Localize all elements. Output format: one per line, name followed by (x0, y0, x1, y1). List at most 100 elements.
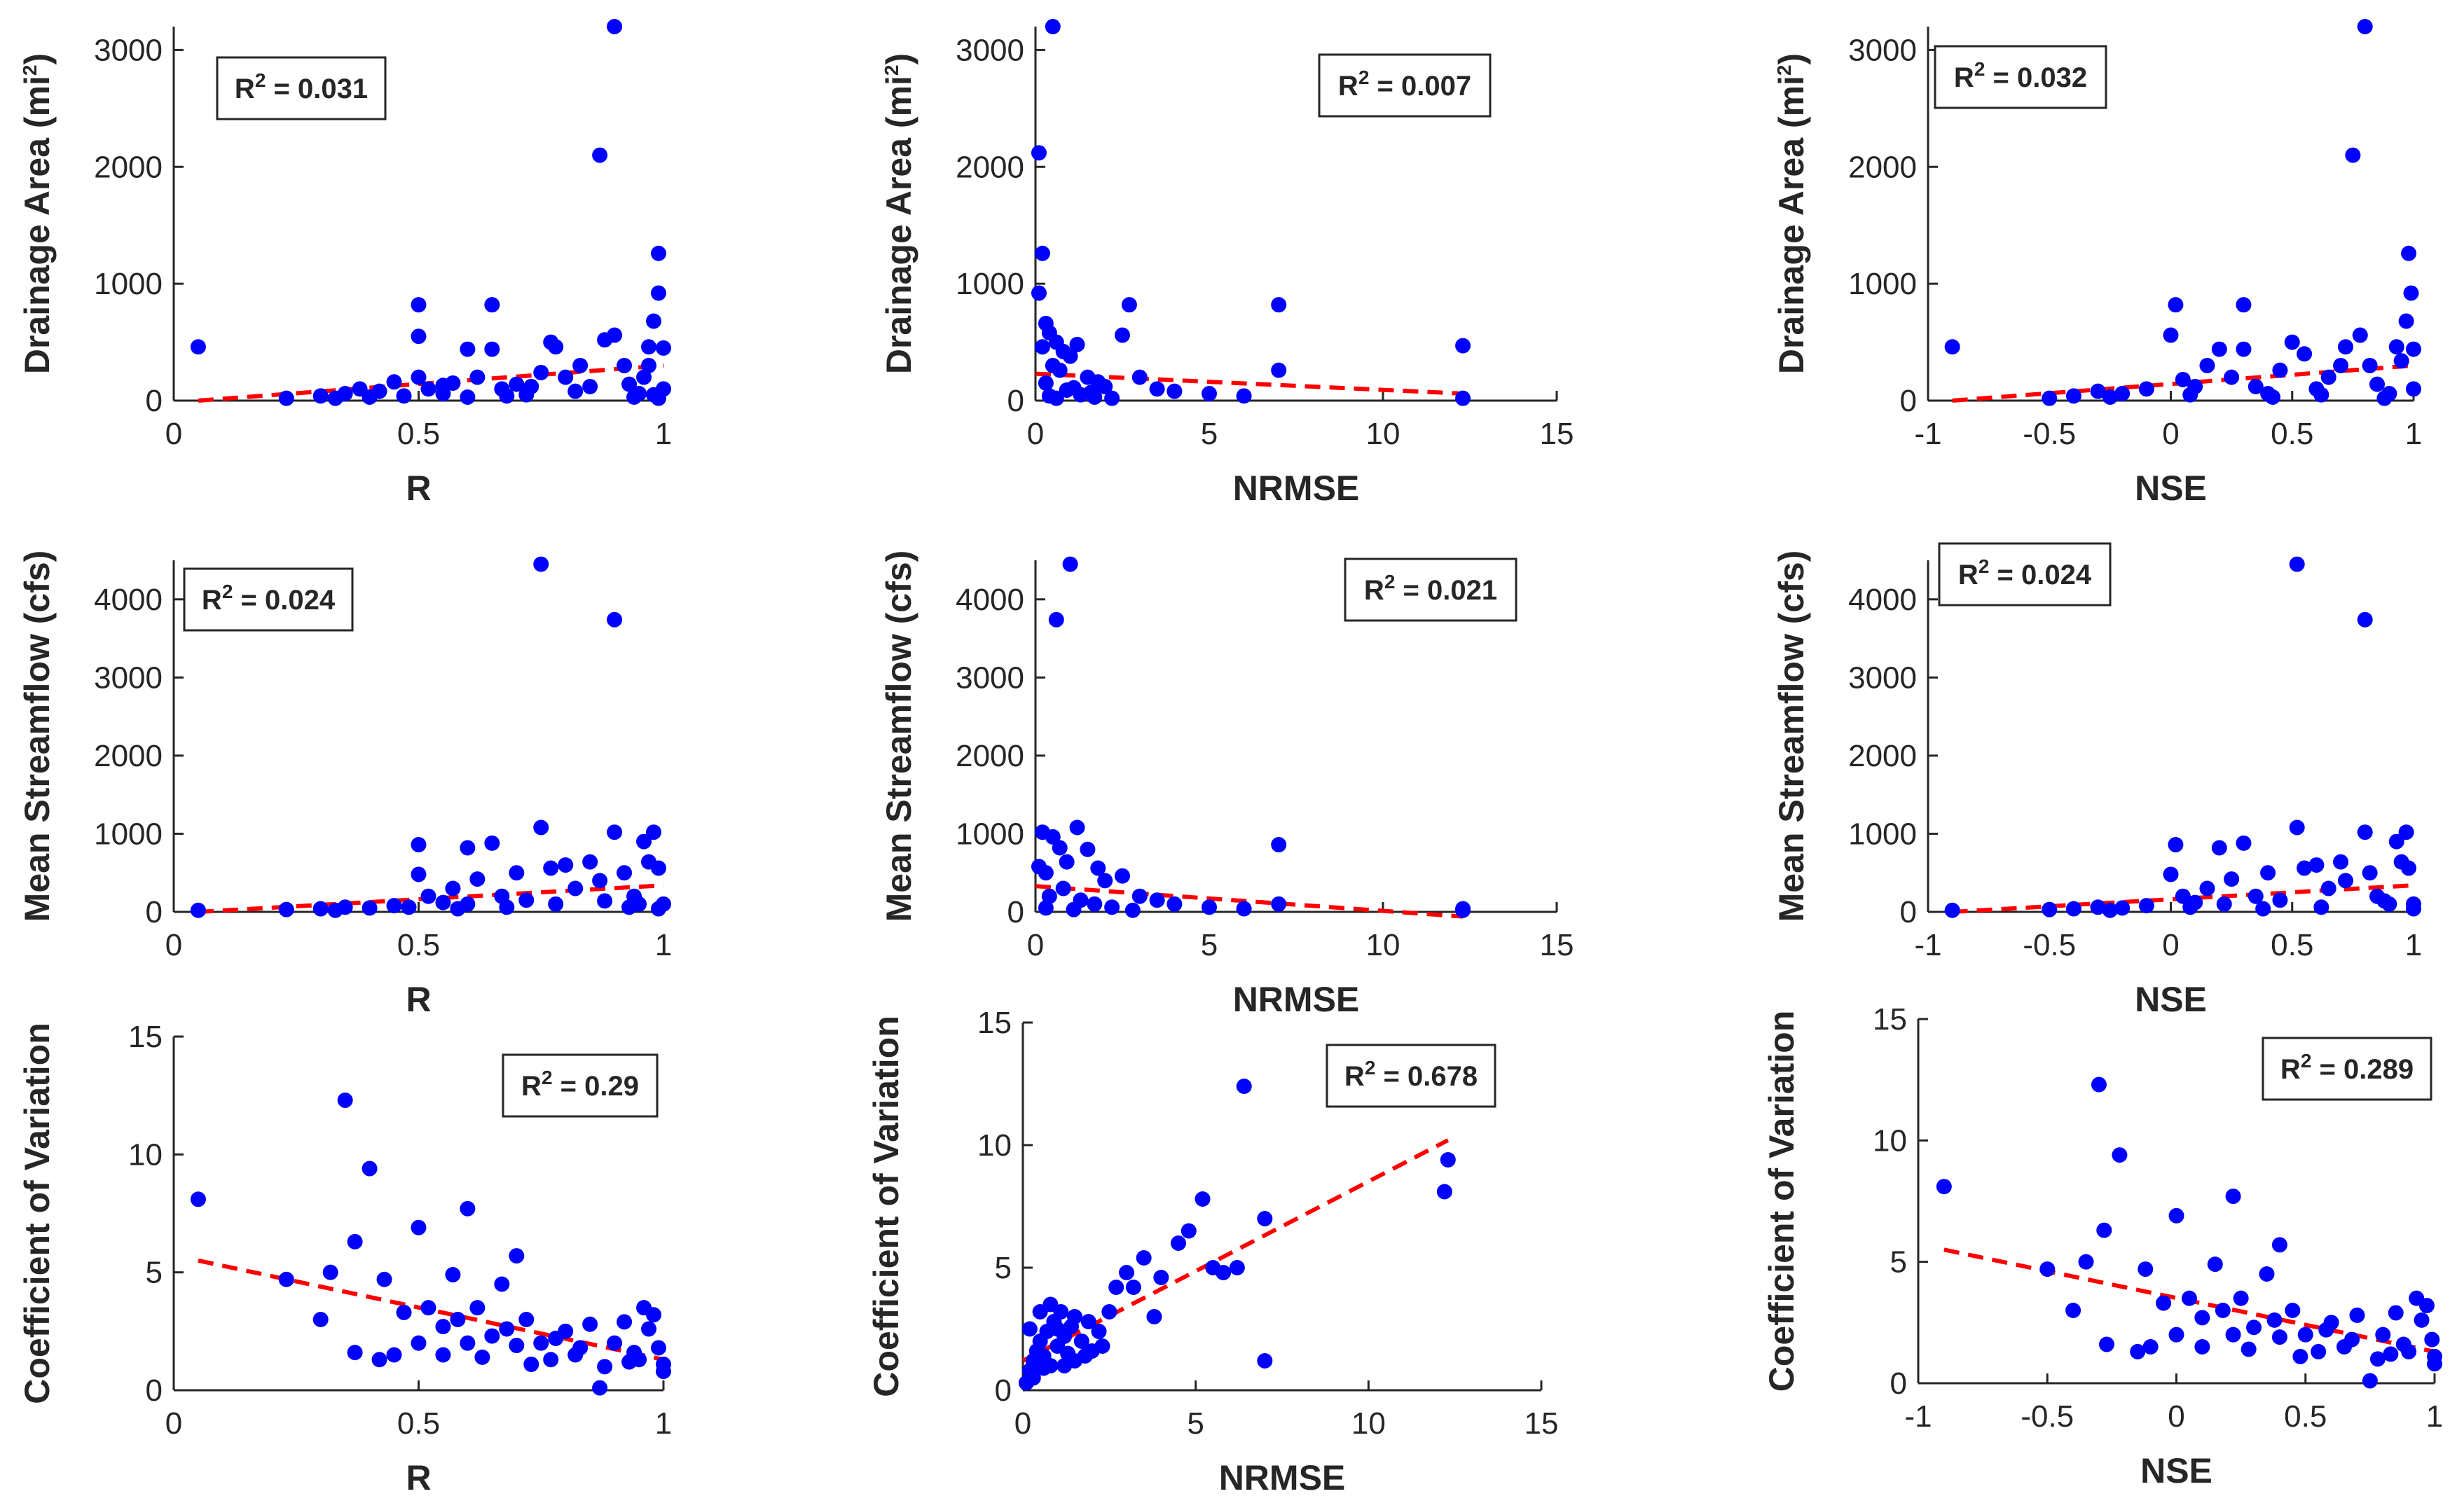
data-point (2376, 893, 2393, 909)
r2-label: R2 = 0.024 (1958, 555, 2092, 590)
data-point (435, 1319, 451, 1335)
y-tick-label: 15 (1873, 1002, 1907, 1037)
x-tick-label: 0.5 (397, 417, 440, 451)
x-tick-label: 15 (1540, 417, 1574, 451)
data-point (2138, 1261, 2154, 1277)
data-point (1166, 896, 1183, 912)
data-point (2194, 1310, 2210, 1326)
data-point (1073, 1334, 1089, 1349)
data-point (312, 1312, 329, 1327)
data-point (2308, 857, 2325, 873)
data-point (1136, 1250, 1152, 1266)
x-tick-label: 1 (655, 928, 672, 962)
data-point (2383, 1346, 2399, 1362)
r2-box (1934, 45, 2107, 109)
y-tick-label: 0 (146, 895, 163, 929)
data-point (1090, 860, 1106, 876)
data-point (2292, 1348, 2308, 1364)
y-tick-label: 2000 (956, 739, 1024, 773)
data-point (1125, 1280, 1141, 1295)
data-point (2224, 871, 2240, 887)
data-point (1119, 1265, 1134, 1280)
x-axis-label: NSE (2135, 469, 2207, 508)
data-point (572, 357, 589, 373)
data-point (2096, 1222, 2112, 1238)
data-point (2311, 1343, 2327, 1359)
data-point (1069, 336, 1085, 352)
data-point (1271, 837, 1287, 853)
data-point (312, 388, 329, 404)
data-point (2211, 840, 2227, 856)
data-point (1124, 902, 1141, 918)
y-tick-label: 1000 (94, 817, 163, 851)
data-point (411, 866, 427, 882)
data-point (2427, 1356, 2442, 1372)
y-axis-label: Drainage Area (mi2) (1772, 53, 1811, 374)
r2-box (1318, 53, 1492, 118)
data-point (2168, 297, 2184, 313)
data-point (411, 369, 427, 385)
data-point (2042, 390, 2058, 406)
data-point (1436, 1184, 1452, 1200)
y-axis-label: Coefficient of Variation (18, 1023, 57, 1404)
data-point (651, 245, 667, 261)
r2-box (183, 567, 354, 632)
data-point (312, 901, 329, 917)
subplot-4: 0 0.5 1 0 1000 2000 3000 4000 R Mean Streamflow (… (18, 550, 672, 1019)
data-point (1146, 1309, 1162, 1324)
x-tick-label: 1 (2426, 1399, 2443, 1434)
y-tick-label: 5 (146, 1256, 163, 1290)
data-point (636, 833, 652, 850)
data-point (327, 902, 343, 918)
data-point (582, 378, 598, 394)
r2-box (2262, 1037, 2432, 1101)
data-point (1202, 899, 1217, 915)
data-point (396, 388, 412, 404)
data-point (1115, 327, 1130, 343)
data-point (2357, 19, 2373, 34)
data-point (2297, 1327, 2313, 1343)
data-point (2345, 147, 2361, 163)
y-tick-label: 3000 (956, 660, 1024, 695)
r2-annotation: R2 = 0.031 (216, 56, 387, 120)
data-point (1055, 880, 1071, 896)
data-point (2102, 389, 2118, 405)
x-tick-label: 0.5 (2271, 928, 2313, 962)
data-point (2375, 1327, 2391, 1343)
data-point (2266, 1312, 2283, 1328)
x-tick-label: 0 (2162, 417, 2179, 451)
r2-label: R2 = 0.007 (1338, 67, 1471, 102)
x-tick-label: 0 (2162, 928, 2179, 962)
trend-line (1035, 884, 1464, 919)
r2-annotation: R2 = 0.021 (1344, 557, 1517, 622)
data-point (2224, 369, 2240, 385)
data-point (2271, 1237, 2287, 1253)
data-point (2362, 357, 2378, 373)
data-point (2168, 1327, 2184, 1343)
y-tick-label: 1000 (94, 267, 163, 301)
data-point (2199, 357, 2215, 373)
data-point (1121, 297, 1137, 313)
data-point (2216, 896, 2232, 912)
data-point (617, 1314, 633, 1330)
data-point (543, 1352, 559, 1368)
data-point (2114, 900, 2131, 916)
data-point (1038, 865, 1054, 881)
x-tick-label: 0 (165, 417, 182, 451)
data-point (2156, 1295, 2172, 1311)
data-point (435, 894, 451, 910)
data-point (1131, 369, 1148, 385)
data-point (582, 854, 598, 870)
data-point (2168, 1207, 2184, 1224)
data-point (411, 837, 427, 853)
data-point (621, 899, 638, 915)
data-point (2182, 387, 2198, 403)
data-point (518, 1312, 535, 1327)
data-point (1131, 888, 1148, 904)
data-point (1066, 380, 1082, 396)
r2-annotation: R2 = 0.678 (1326, 1044, 1496, 1108)
data-point (641, 1321, 657, 1337)
data-point (1104, 390, 1120, 406)
data-point (2284, 334, 2300, 350)
data-point (1080, 1314, 1096, 1329)
